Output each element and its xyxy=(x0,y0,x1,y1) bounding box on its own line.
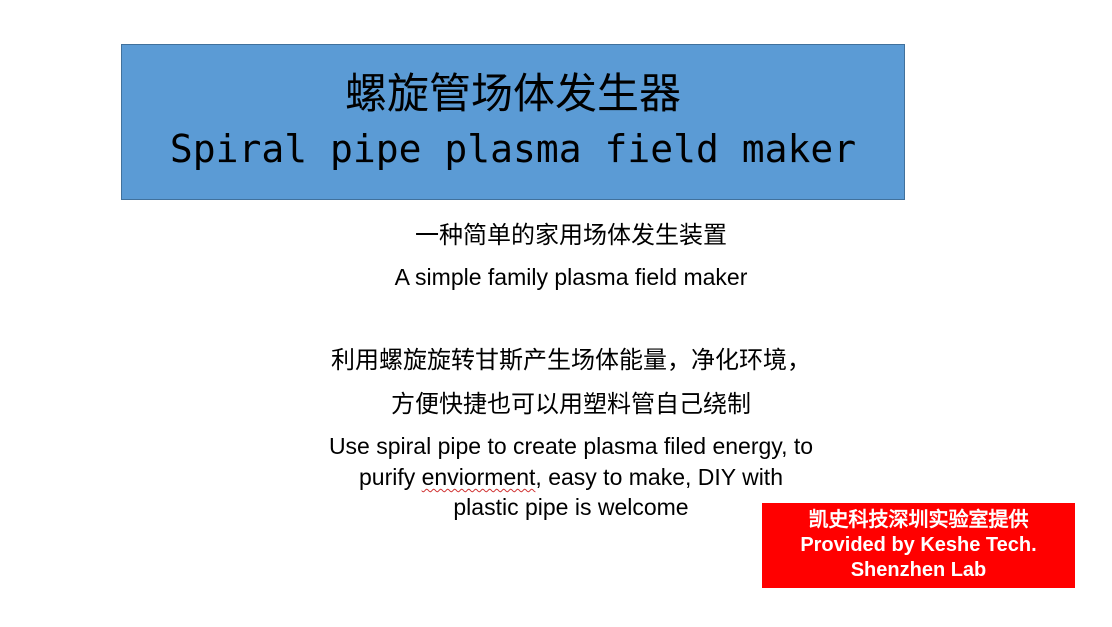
description-english-line-2-prefix: purify xyxy=(359,464,422,490)
description-chinese-line-2: 方便快捷也可以用塑料管自己绕制 xyxy=(391,390,751,418)
credit-badge-chinese: 凯史科技深圳实验室提供 xyxy=(808,509,1029,531)
description-english-line-2: purify enviorment, easy to make, DIY wit… xyxy=(121,462,1021,492)
subtitle-chinese: 一种简单的家用场体发生装置 xyxy=(415,221,727,249)
description-english-line-3: plastic pipe is welcome xyxy=(453,494,689,520)
credit-badge: 凯史科技深圳实验室提供 Provided by Keshe Tech. Shen… xyxy=(762,503,1075,588)
description-english-line-1: Use spiral pipe to create plasma filed e… xyxy=(328,433,814,459)
subtitle-english: A simple family plasma field maker xyxy=(394,264,748,290)
title-box: 螺旋管场体发生器 Spiral pipe plasma field maker xyxy=(121,44,905,200)
description-english-line-2-suffix: , easy to make, DIY with xyxy=(535,464,783,490)
credit-badge-english-line-1: Provided by Keshe Tech. xyxy=(800,534,1037,556)
title-english: Spiral pipe plasma field maker xyxy=(169,127,857,171)
credit-badge-english-line-2: Shenzhen Lab xyxy=(850,559,987,581)
spellcheck-flagged-word: enviorment xyxy=(421,464,536,490)
title-chinese: 螺旋管场体发生器 xyxy=(344,69,681,118)
description-chinese-line-1: 利用螺旋旋转甘斯产生场体能量，净化环境， xyxy=(331,346,811,374)
